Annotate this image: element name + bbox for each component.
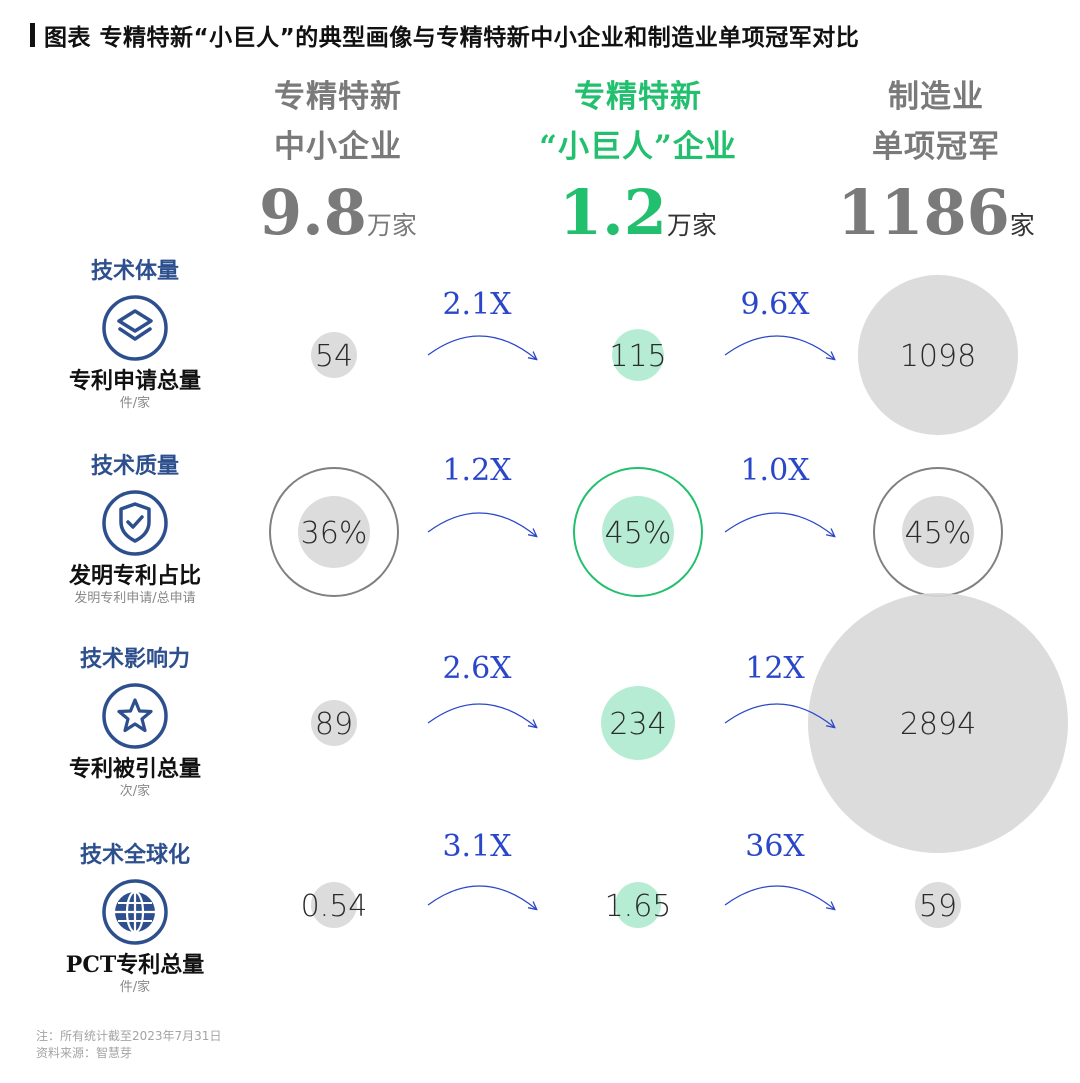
- value-bubble: [615, 882, 661, 928]
- metric-category: 技术全球化: [79, 842, 190, 868]
- growth-arrow: [427, 335, 536, 359]
- layers-icon: [101, 294, 169, 362]
- value-bubble: [311, 700, 357, 746]
- value-label: 36%: [301, 516, 368, 551]
- value-bubble: [311, 882, 357, 928]
- column-header-line1: 制造业: [888, 79, 984, 115]
- column-count-unit: 万家: [366, 211, 417, 240]
- title-text: 图表 专精特新“小巨人”的典型画像与专精特新中小企业和制造业单项冠军对比: [44, 25, 860, 51]
- value-bubble: [311, 332, 357, 378]
- value-label: 1.65: [605, 889, 672, 924]
- metric-patent-volume: 技术体量 专利申请总量 件/家: [10, 256, 260, 412]
- value-label: 45%: [605, 516, 672, 551]
- value-bubble: [857, 274, 1019, 436]
- value-bubble: [902, 496, 974, 568]
- multiplier-label: 1.2X: [442, 453, 512, 488]
- metric-invention-ratio: 技术质量 发明专利占比 发明专利申请/总申请: [10, 451, 260, 607]
- value-label: 54: [315, 339, 353, 374]
- total-ring: [269, 467, 399, 597]
- multiplier-label: 12X: [745, 651, 805, 686]
- metric-citations: 技术影响力 专利被引总量 次/家: [10, 644, 260, 800]
- column-header-line2: 中小企业: [274, 129, 402, 165]
- value-label: 115: [609, 339, 666, 374]
- value-label: 89: [315, 707, 353, 742]
- growth-arrow: [724, 703, 834, 727]
- value-bubble: [298, 496, 370, 568]
- shield-check-icon: [101, 489, 169, 557]
- column-count-unit: 万家: [666, 211, 717, 240]
- multiplier-label: 1.0X: [740, 453, 810, 488]
- growth-arrow: [724, 512, 834, 536]
- multiplier-label: 9.6X: [740, 287, 810, 322]
- value-bubble: [602, 496, 674, 568]
- title-accent-bar: [30, 23, 35, 47]
- column-count-unit: 家: [1009, 211, 1035, 240]
- footer: 注：所有统计截至2023年7月31日 资料来源：智慧芽: [36, 1028, 221, 1062]
- total-ring: [573, 467, 703, 597]
- column-header-little-giant: 专精特新 “小巨人”企业 1.2万家: [518, 72, 758, 249]
- metric-name: 发明专利占比: [68, 563, 201, 589]
- metric-name: 专利申请总量: [68, 368, 201, 394]
- metric-unit: 次/家: [119, 784, 151, 799]
- value-bubble: [601, 686, 675, 760]
- arrow-layer: [427, 335, 834, 909]
- metric-category: 技术影响力: [79, 646, 190, 672]
- globe-icon: [101, 878, 169, 946]
- column-count: 9.8: [259, 176, 367, 249]
- multiplier-label: 2.6X: [442, 651, 512, 686]
- bubble-layer: [269, 274, 1068, 928]
- footer-note: 注：所有统计截至2023年7月31日: [36, 1029, 222, 1043]
- column-count: 1186: [837, 176, 1010, 249]
- multiplier-label: 2.1X: [442, 287, 512, 322]
- value-bubble: [612, 329, 664, 381]
- column-header-line1: 专精特新: [574, 79, 702, 115]
- metric-unit: 发明专利申请/总申请: [74, 591, 196, 606]
- value-label: 45%: [905, 516, 972, 551]
- value-bubble: [915, 882, 961, 928]
- multiplier-label: 3.1X: [442, 829, 512, 864]
- metric-category: 技术质量: [90, 453, 179, 479]
- footer-source: 资料来源：智慧芽: [36, 1046, 133, 1060]
- star-icon: [101, 682, 169, 750]
- value-label-layer: 54 115 1098 36% 45% 45% 89 234 2894 0.54 1.65 59: [301, 339, 977, 924]
- growth-arrow: [724, 885, 834, 909]
- value-label: 2894: [900, 707, 976, 742]
- metric-name: PCT专利总量: [65, 952, 205, 978]
- value-label: 59: [919, 889, 957, 924]
- column-header-line1: 专精特新: [274, 79, 402, 115]
- value-label: 0.54: [301, 889, 368, 924]
- growth-arrow: [427, 703, 536, 727]
- metric-unit: 件/家: [119, 980, 151, 995]
- growth-arrow: [427, 512, 536, 536]
- column-count: 1.2: [559, 176, 667, 249]
- column-header-line2: “小巨人”企业: [539, 129, 737, 165]
- metric-category: 技术体量: [90, 258, 179, 284]
- value-label: 1098: [900, 339, 976, 374]
- multiplier-label: 36X: [745, 829, 805, 864]
- column-header-champion: 制造业 单项冠军 1186家: [826, 72, 1046, 249]
- chart-title: 图表 专精特新“小巨人”的典型画像与专精特新中小企业和制造业单项冠军对比: [30, 18, 859, 52]
- metric-name: 专利被引总量: [68, 756, 201, 782]
- growth-arrow: [427, 885, 536, 909]
- column-header-sme: 专精特新 中小企业 9.8万家: [238, 72, 438, 249]
- value-bubble: [808, 593, 1068, 853]
- value-label: 234: [609, 707, 666, 742]
- growth-arrow: [724, 335, 834, 359]
- metric-unit: 件/家: [119, 396, 151, 411]
- metric-pct: 技术全球化 PCT专利总量 件/家: [10, 840, 260, 996]
- column-header-line2: 单项冠军: [872, 129, 1000, 165]
